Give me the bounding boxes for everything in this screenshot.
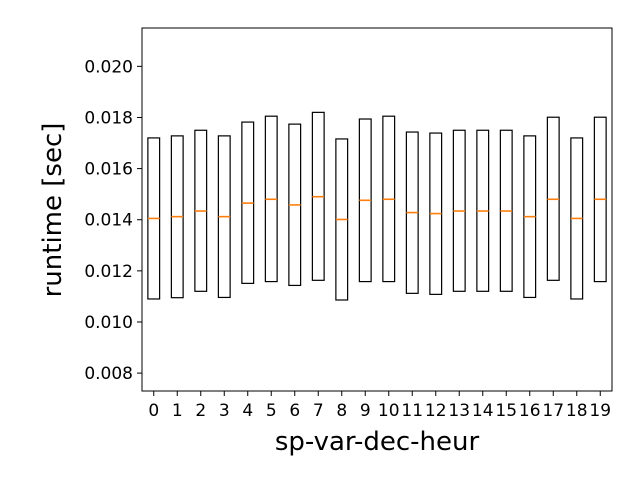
- plot-frame: [141, 27, 613, 392]
- box-3: [217, 135, 231, 299]
- box-6: [288, 123, 302, 287]
- box-12: [429, 132, 443, 295]
- x-tick-label-2: 2: [195, 401, 206, 421]
- x-tick-label-10: 10: [378, 401, 400, 421]
- box-0: [147, 137, 161, 300]
- x-tick-label-14: 14: [472, 401, 494, 421]
- box-10: [382, 115, 396, 283]
- x-tick-label-1: 1: [172, 401, 183, 421]
- x-tick-label-9: 9: [360, 401, 371, 421]
- y-tick-label: 0.010: [84, 313, 133, 333]
- box-8: [335, 138, 349, 301]
- box-17: [546, 116, 560, 281]
- box-19: [593, 116, 607, 283]
- x-tick-label-5: 5: [266, 401, 277, 421]
- x-tick-label-3: 3: [219, 401, 230, 421]
- box-13: [452, 129, 466, 292]
- x-tick-label-12: 12: [425, 401, 447, 421]
- x-tick-label-19: 19: [589, 401, 611, 421]
- box-4: [241, 121, 255, 284]
- box-15: [499, 129, 513, 292]
- x-tick-label-6: 6: [289, 401, 300, 421]
- box-7: [311, 111, 325, 281]
- y-tick-label: 0.016: [84, 160, 133, 180]
- x-tick-label-7: 7: [313, 401, 324, 421]
- box-18: [570, 137, 584, 300]
- x-tick-label-15: 15: [495, 401, 517, 421]
- box-9: [358, 118, 372, 283]
- y-tick-label: 0.018: [84, 108, 133, 128]
- x-tick-label-4: 4: [242, 401, 253, 421]
- box-16: [523, 135, 537, 299]
- y-tick-label: 0.014: [84, 211, 133, 231]
- boxes-layer: [147, 111, 607, 301]
- box-2: [194, 129, 208, 292]
- box-5: [264, 115, 278, 283]
- x-tick-label-17: 17: [542, 401, 564, 421]
- box-11: [405, 131, 419, 294]
- box-1: [170, 135, 184, 299]
- x-tick-label-18: 18: [566, 401, 588, 421]
- y-tick-label: 0.020: [84, 57, 133, 77]
- x-axis-label: sp-var-dec-heur: [275, 427, 480, 457]
- x-tick-label-13: 13: [448, 401, 470, 421]
- x-tick-label-11: 11: [401, 401, 423, 421]
- y-axis-ticks: 0.008 0.010 0.012 0.014 0.016 0.018 0.020: [84, 57, 142, 384]
- y-axis-label: runtime [sec]: [38, 123, 68, 298]
- box-14: [476, 129, 490, 292]
- x-tick-label-0: 0: [148, 401, 159, 421]
- y-tick-label: 0.012: [84, 262, 133, 282]
- x-tick-label-16: 16: [519, 401, 541, 421]
- y-tick-label: 0.008: [84, 364, 133, 384]
- x-axis-ticks: 0 1 2 3 4 5 6 7 8 9 10 11 12 13 14 15 16 17 18 19: [148, 391, 611, 421]
- x-tick-label-8: 8: [336, 401, 347, 421]
